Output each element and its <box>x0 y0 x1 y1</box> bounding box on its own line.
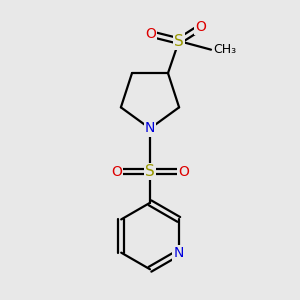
Text: O: O <box>111 164 122 178</box>
Text: N: N <box>174 246 184 260</box>
Text: O: O <box>145 27 156 41</box>
Text: S: S <box>174 34 184 49</box>
Text: S: S <box>145 164 155 179</box>
Text: N: N <box>145 122 155 136</box>
Text: O: O <box>178 164 189 178</box>
Text: O: O <box>195 20 206 34</box>
Text: CH₃: CH₃ <box>213 43 236 56</box>
